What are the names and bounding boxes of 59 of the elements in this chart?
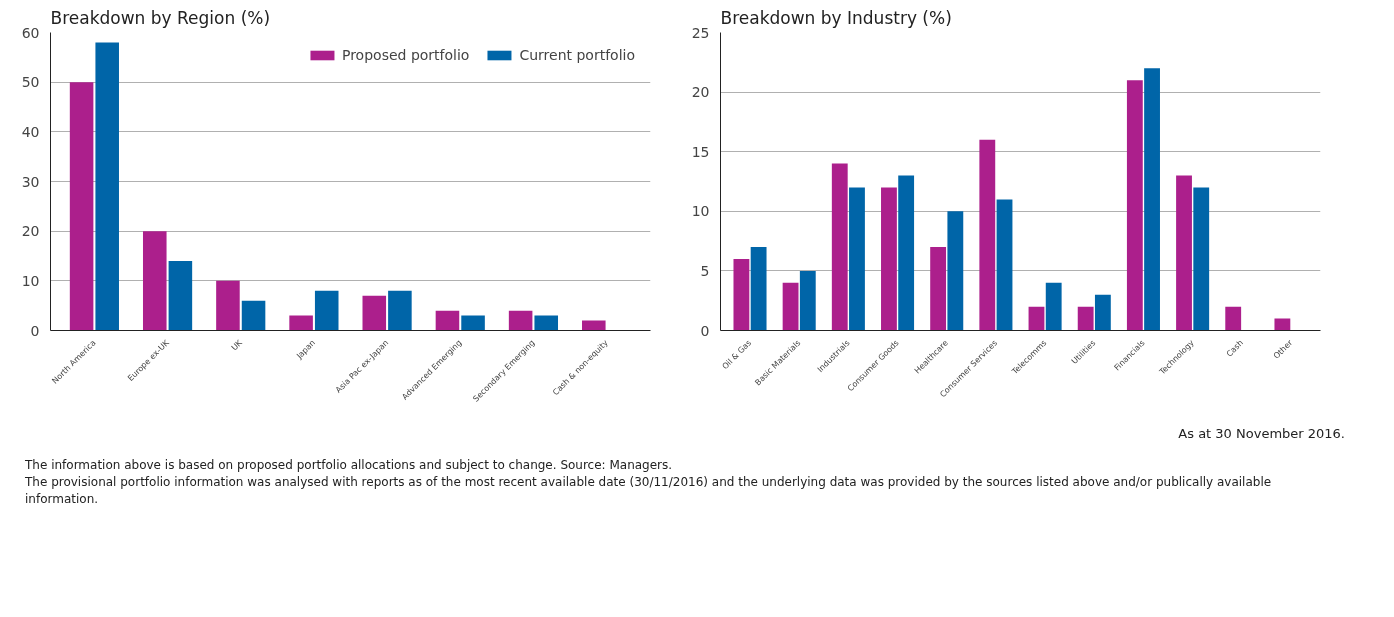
- bar: [314, 290, 339, 331]
- bar: [95, 42, 119, 331]
- bar: [799, 270, 816, 331]
- y-tick-label: 5: [700, 262, 710, 279]
- y-tick-label: 15: [691, 143, 710, 160]
- text: The information above is based on proposed portfolio allocations and subject to change. Source: Managers.: [25, 458, 673, 472]
- legend-label: Current portfolio: [519, 47, 635, 63]
- bar: [362, 295, 387, 331]
- y-tick-label: 60: [21, 24, 40, 41]
- y-tick-label: 50: [21, 74, 40, 91]
- bar: [461, 315, 485, 331]
- bar: [996, 199, 1013, 331]
- bar: [582, 320, 606, 331]
- bar: [1225, 306, 1242, 331]
- bar: [782, 282, 799, 331]
- bar: [947, 211, 964, 331]
- bar: [168, 260, 193, 331]
- bar: [831, 163, 848, 331]
- bar: [881, 187, 897, 331]
- bar: [1176, 175, 1192, 331]
- chart-title: Breakdown by Region (%): [50, 7, 271, 28]
- bar: [69, 82, 94, 331]
- bar: [142, 231, 167, 331]
- bar: [435, 310, 460, 331]
- bar: [289, 315, 313, 331]
- text: The provisional portfolio information was analysed with reports as of the most recent available date (30/11/2016) and the underlying data was provided by the sources listed above and/or publically available information.: [25, 474, 1272, 506]
- bar: [1045, 282, 1062, 331]
- bar: [979, 139, 996, 331]
- bar: [1274, 318, 1291, 331]
- bar: [508, 310, 533, 331]
- y-tick-label: 0: [30, 322, 40, 339]
- y-tick-label: 40: [21, 123, 40, 140]
- y-tick-label: 0: [700, 322, 710, 339]
- bar: [1126, 80, 1143, 331]
- chart-title: Breakdown by Industry (%): [720, 7, 952, 28]
- y-tick-label: 25: [691, 24, 710, 41]
- y-tick-label: 10: [691, 203, 710, 220]
- bar: [930, 247, 947, 331]
- bar: [849, 187, 865, 331]
- bar: [216, 280, 240, 331]
- bar: [388, 290, 412, 331]
- y-tick-label: 30: [21, 173, 40, 190]
- bar: [1193, 187, 1210, 331]
- bar: [733, 258, 750, 331]
- x-tick-label: Oil & Gas: [720, 338, 754, 372]
- bar: [1028, 306, 1045, 331]
- y-tick-label: 20: [691, 84, 710, 101]
- bar: [534, 315, 559, 331]
- y-tick-label: 20: [21, 223, 40, 240]
- bar: [1094, 294, 1111, 331]
- x-tick-label: UK: [229, 337, 245, 353]
- bar: [1077, 306, 1094, 331]
- bar: [898, 175, 915, 331]
- text: As at 30 November 2016.: [1178, 425, 1345, 443]
- y-tick-label: 10: [21, 272, 40, 289]
- legend-label: Proposed portfolio: [341, 47, 470, 63]
- bar: [1144, 68, 1160, 331]
- bar: [241, 300, 266, 331]
- bar: [750, 247, 767, 331]
